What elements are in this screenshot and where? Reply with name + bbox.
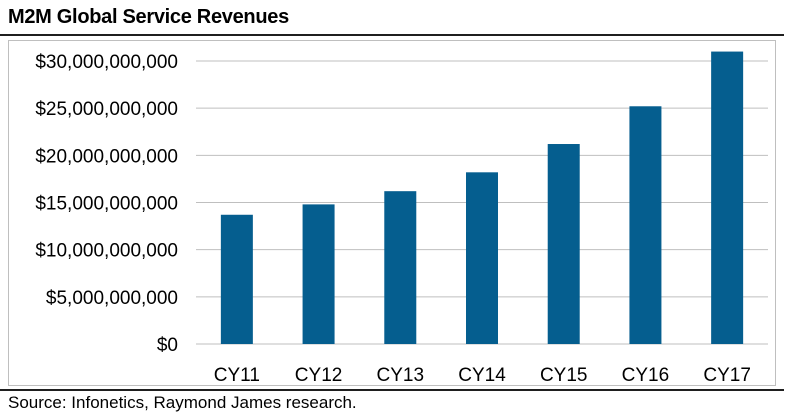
- source-divider: [0, 389, 784, 391]
- x-tick-label: CY13: [377, 365, 425, 386]
- x-tick-label: CY11: [214, 365, 260, 386]
- y-tick-label: $10,000,000,000: [35, 241, 178, 262]
- x-tick-label: CY17: [703, 365, 751, 386]
- y-tick-label: $5,000,000,000: [46, 288, 178, 309]
- bar-cy11: [220, 214, 253, 344]
- y-axis-ticks: $0 $5,000,000,000 $10,000,000,000 $15,000,0…: [35, 52, 178, 356]
- x-axis-ticks: CY11 CY12 CY13 CY14 CY15 CY16 CY17: [214, 365, 751, 386]
- bar-cy14: [466, 172, 498, 344]
- bar-cy17: [711, 51, 744, 345]
- y-tick-label: $25,000,000,000: [35, 99, 178, 120]
- bar-cy15: [547, 144, 580, 344]
- bars: [220, 51, 744, 345]
- x-tick-label: CY14: [458, 365, 506, 386]
- y-tick-label: $30,000,000,000: [35, 52, 178, 73]
- chart-title: M2M Global Service Revenues: [8, 6, 289, 28]
- bar-cy16: [629, 106, 662, 344]
- x-tick-label: CY16: [622, 365, 670, 386]
- gridlines: [196, 60, 768, 345]
- x-tick-label: CY12: [295, 365, 343, 386]
- title-divider: [0, 34, 784, 36]
- bar-cy13: [384, 191, 417, 344]
- y-tick-label: $20,000,000,000: [35, 146, 178, 167]
- chart-frame: [8, 40, 776, 386]
- source-note: Source: Infonetics, Raymond James resear…: [8, 393, 357, 412]
- bar-chart: $0 $5,000,000,000 $10,000,000,000 $15,000,0…: [35, 51, 768, 386]
- bar-cy12: [302, 204, 335, 344]
- x-tick-label: CY15: [540, 365, 588, 386]
- y-tick-label: $15,000,000,000: [35, 194, 178, 215]
- y-tick-label: $0: [157, 335, 178, 356]
